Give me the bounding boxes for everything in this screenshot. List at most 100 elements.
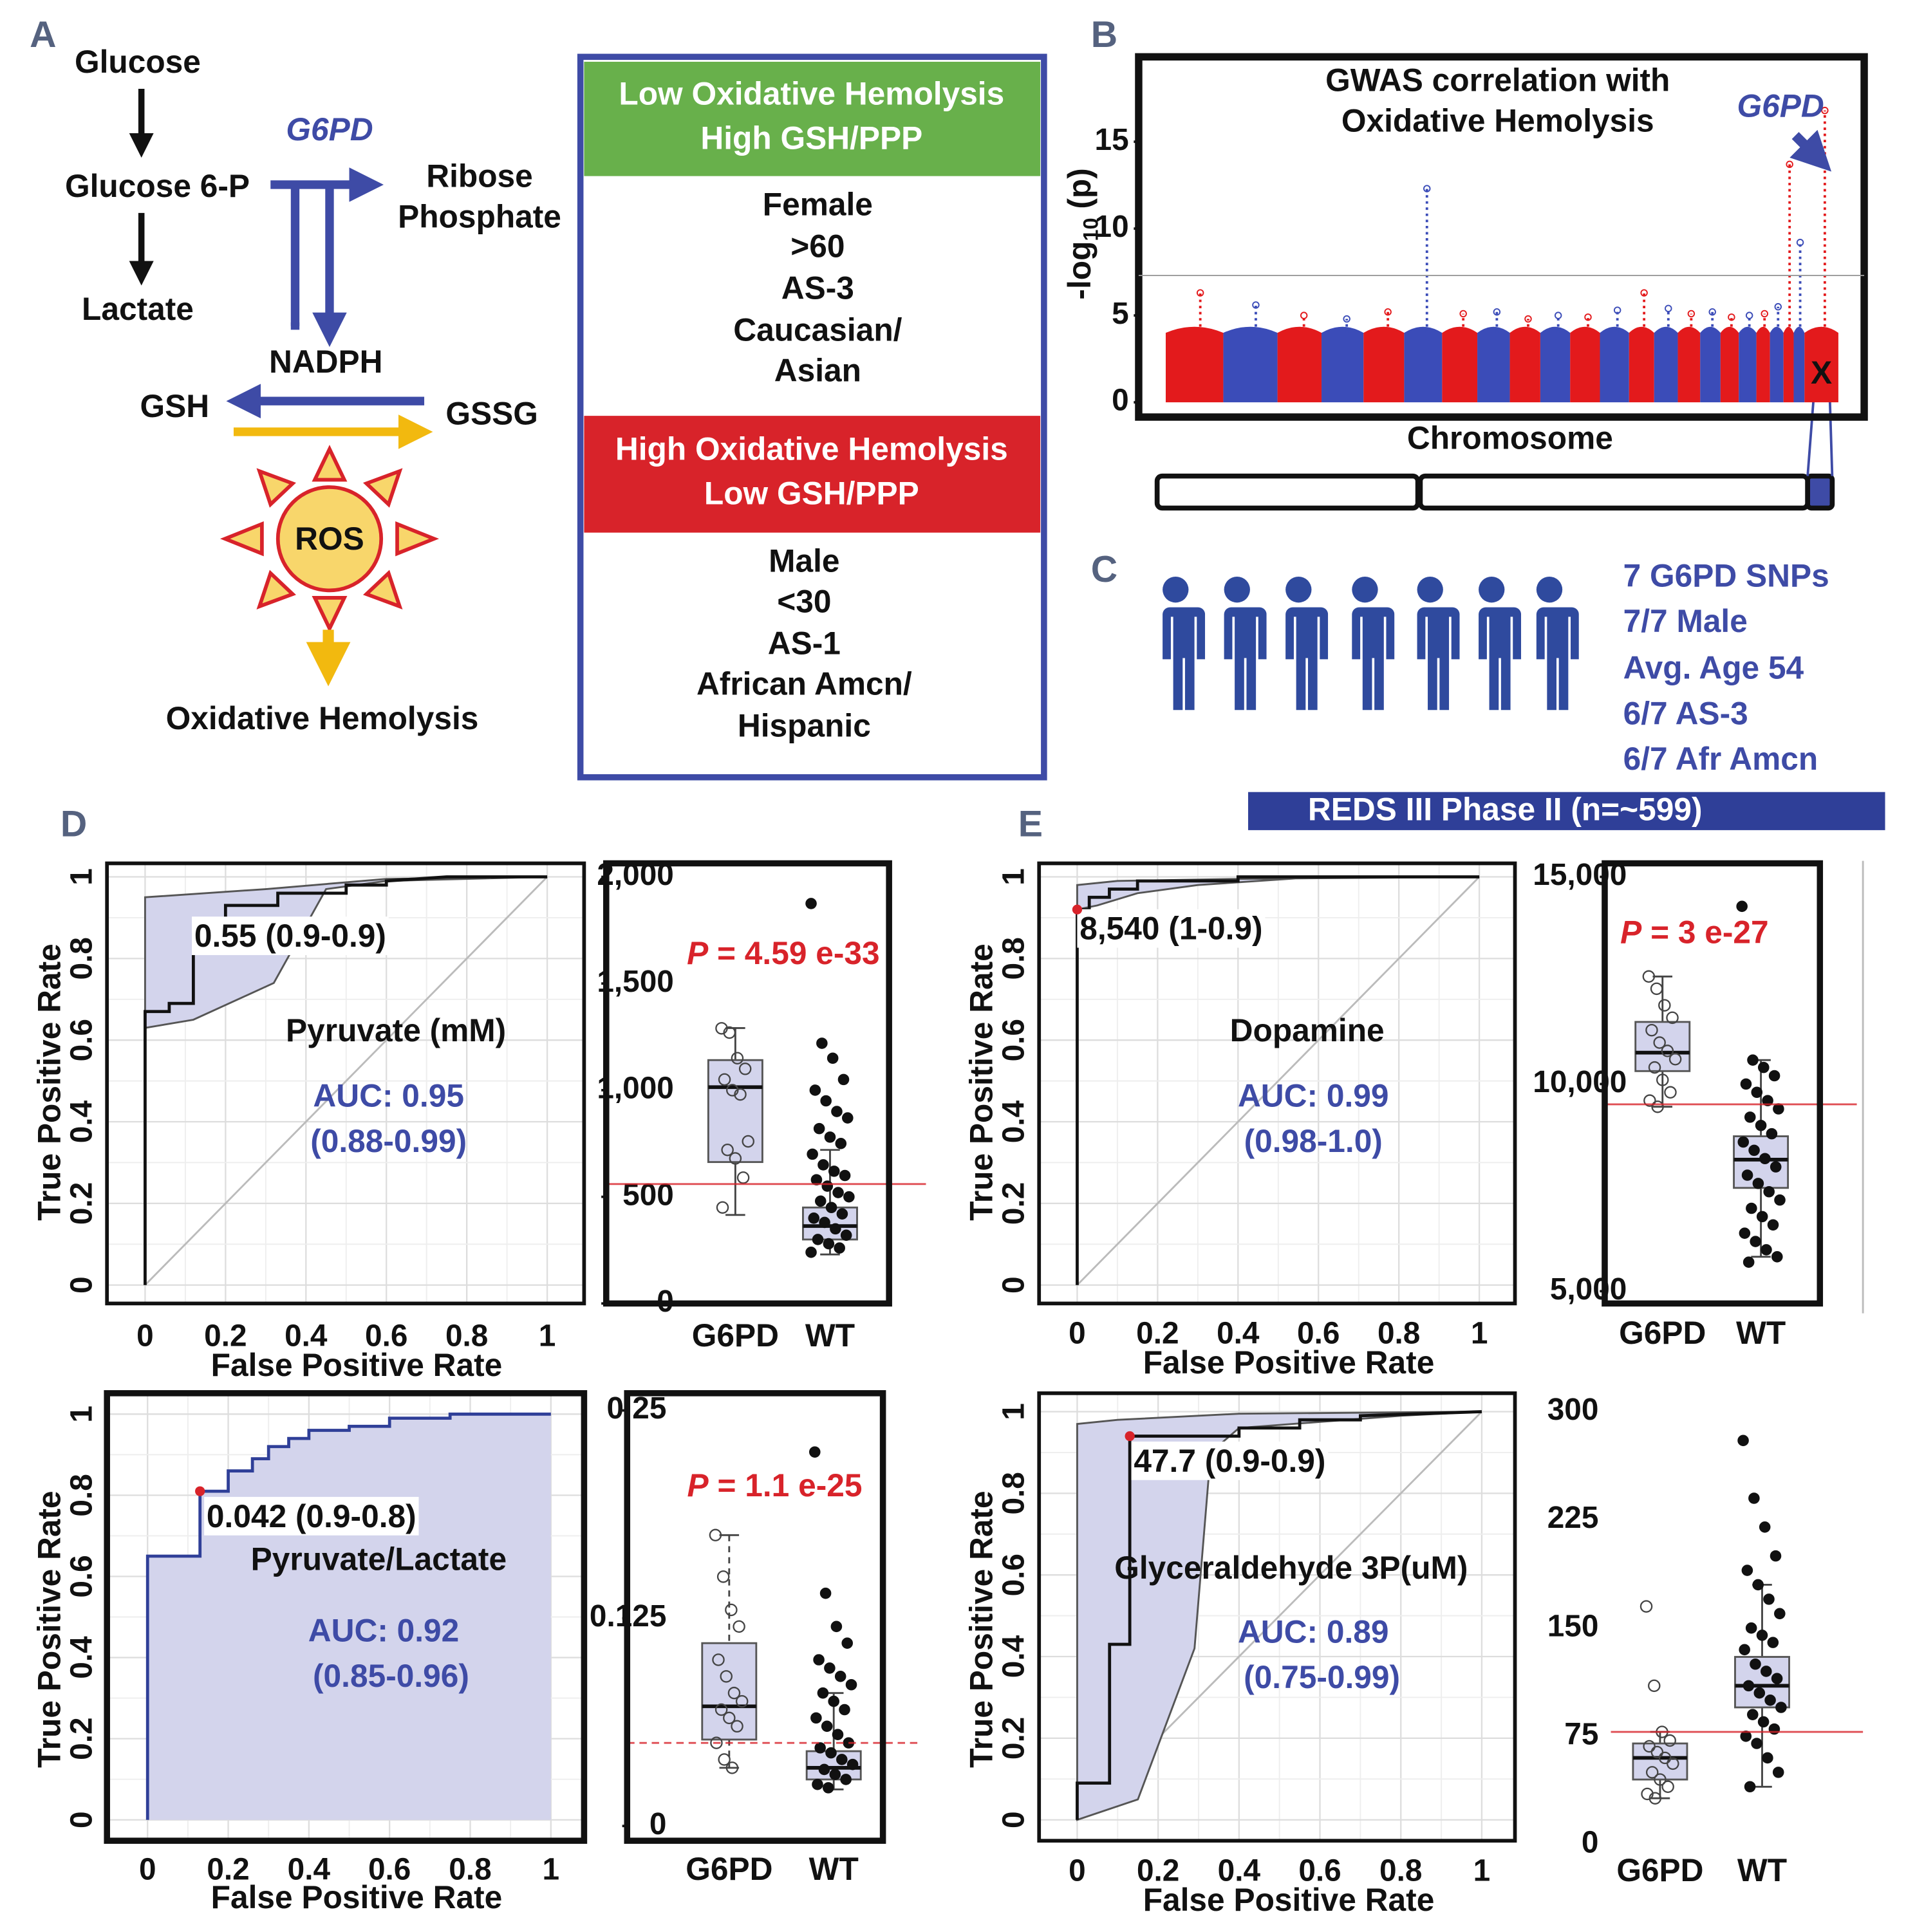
roc-curve	[145, 1412, 551, 1820]
data-point	[810, 1712, 822, 1724]
auc-ci: (0.98-1.0)	[1244, 1123, 1383, 1159]
ros-sun	[220, 445, 440, 633]
data-point	[1763, 1185, 1775, 1198]
data-point	[712, 1653, 725, 1666]
data-point	[1751, 1738, 1762, 1749]
data-point	[1663, 1734, 1676, 1747]
peak-point	[1459, 310, 1467, 318]
plot-frame	[603, 860, 892, 1307]
diagonal	[144, 876, 548, 1286]
data-point	[733, 1620, 745, 1633]
data-point	[1649, 1792, 1662, 1805]
data-point	[1661, 1780, 1674, 1794]
cutoff-label: 0.042 (0.9-0.8)	[207, 1498, 416, 1534]
y-tick-label: 5	[1112, 297, 1129, 331]
x-tick-label: 0.8	[1378, 1317, 1420, 1351]
data-point	[1739, 1227, 1751, 1239]
data-point	[716, 1201, 729, 1214]
cutoff-point	[1072, 904, 1083, 915]
data-point	[824, 1131, 836, 1143]
auc-ci: (0.85-0.96)	[313, 1658, 469, 1694]
data-point	[1736, 900, 1748, 913]
y-tick-label: 1	[997, 1403, 1031, 1420]
y-tick-label: 0.2	[997, 1717, 1031, 1760]
peak-point	[1524, 315, 1532, 323]
roc-curve	[144, 875, 548, 1285]
x-tick-label: WT	[1736, 1315, 1786, 1351]
chromosome-cloud	[1739, 326, 1757, 403]
cutoff-point	[1125, 1431, 1135, 1442]
peak-point	[1708, 308, 1716, 316]
data-point	[816, 1037, 828, 1049]
data-point	[1757, 1061, 1770, 1073]
data-point	[1756, 1211, 1768, 1223]
label-part: 10	[1079, 218, 1102, 241]
x-tick-label: 0.8	[449, 1853, 491, 1887]
peak-point	[1796, 239, 1804, 246]
data-point	[1762, 1752, 1773, 1764]
data-point	[825, 1202, 837, 1214]
cell: >60	[790, 228, 845, 264]
y-tick-label: 10,000	[1533, 1065, 1627, 1099]
data-point	[731, 1720, 743, 1733]
data-point	[821, 1720, 833, 1732]
data-point	[1667, 1757, 1679, 1770]
data-point	[729, 1152, 742, 1165]
node: GSSG	[445, 395, 538, 431]
y-tick-label: 1,000	[597, 1072, 674, 1106]
y-tick-label: 0.8	[65, 937, 99, 980]
cell: Male	[769, 543, 839, 579]
chromosome-cloud	[1793, 326, 1805, 403]
x-tick-label: 0	[1069, 1853, 1086, 1888]
peak-point	[1343, 315, 1350, 323]
data-point	[1759, 1153, 1771, 1165]
data-point	[1739, 1644, 1750, 1656]
node: ROS	[295, 521, 364, 557]
node: Phosphate	[398, 199, 561, 235]
peak-point	[1774, 302, 1782, 311]
chromosome-cloud	[1223, 326, 1278, 403]
chromosome-cloud	[1442, 326, 1478, 403]
node: GSH	[140, 388, 209, 424]
data-point	[742, 1135, 754, 1148]
data-point	[721, 1144, 734, 1156]
plot-frame	[105, 861, 586, 1306]
panel-label: D	[61, 803, 87, 844]
label-part: -log	[1061, 241, 1098, 300]
x-tick-label: 0.4	[288, 1853, 331, 1887]
chromosome-cloud	[1540, 326, 1571, 403]
chromosome-cloud	[1277, 326, 1322, 403]
chromosome-cloud	[1720, 326, 1739, 403]
data-point	[820, 1095, 832, 1107]
header-text: High Oxidative Hemolysis	[615, 431, 1008, 467]
data-point	[1740, 1078, 1752, 1090]
plot-frame	[1037, 861, 1517, 1306]
data-point	[725, 1603, 738, 1617]
y-tick-label: 0.8	[997, 937, 1031, 980]
data-point	[1764, 1694, 1776, 1706]
data-point	[840, 1229, 852, 1241]
marker-name: Glyceraldehyde 3P(uM)	[1114, 1550, 1468, 1586]
cell: AS-3	[781, 270, 854, 306]
data-point	[821, 1180, 834, 1192]
x-axis-label: False Positive Rate	[211, 1879, 503, 1915]
data-point	[1767, 1637, 1779, 1648]
x-tick-label: WT	[805, 1317, 855, 1353]
chromosome-cloud	[1322, 326, 1364, 403]
y-tick-label: 0	[65, 1276, 99, 1294]
data-point	[1770, 1550, 1782, 1562]
data-point	[1650, 982, 1663, 996]
y-tick-label: 1	[65, 868, 99, 886]
label-background	[1131, 1441, 1329, 1480]
data-point	[1752, 1579, 1764, 1591]
x-tick-label: G6PD	[1619, 1315, 1706, 1351]
data-point	[830, 1621, 843, 1633]
chromosome-cloud	[1677, 326, 1701, 403]
y-tick-label: 0.2	[65, 1182, 99, 1225]
data-point	[813, 1654, 825, 1666]
data-point	[837, 1073, 850, 1086]
x-tick-label: 1	[543, 1853, 560, 1887]
y-axis-label: True Positive Rate	[963, 1491, 999, 1768]
annotation: G6PD	[1737, 88, 1824, 124]
x-tick-label: 0.2	[207, 1853, 249, 1887]
